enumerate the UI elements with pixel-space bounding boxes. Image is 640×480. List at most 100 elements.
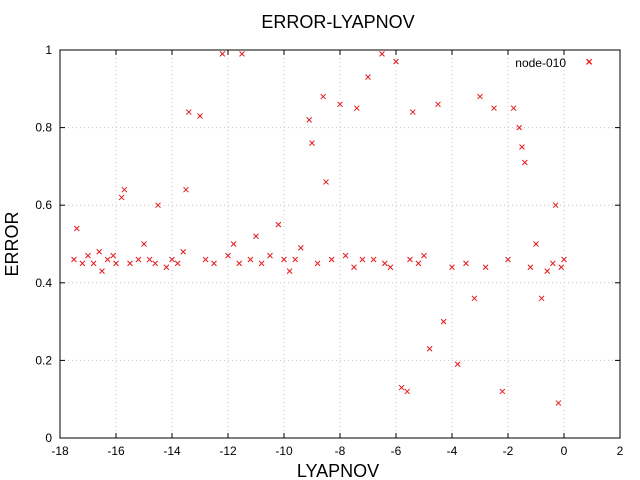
data-point xyxy=(351,264,357,271)
data-point xyxy=(482,264,489,271)
data-point xyxy=(90,260,97,267)
data-point xyxy=(435,101,441,108)
data-point xyxy=(85,252,91,259)
x-tick-label: -4 xyxy=(447,444,458,458)
x-axis: -18 -16 -14 -12 -10 -8 -6 -4 -2 0 2 xyxy=(51,50,624,458)
data-point xyxy=(247,256,254,263)
legend-marker-glyph xyxy=(586,59,592,65)
data-point xyxy=(73,225,80,232)
data-point xyxy=(365,74,371,81)
data-point xyxy=(253,233,259,240)
data-point xyxy=(275,221,282,228)
data-point xyxy=(163,264,170,271)
data-point xyxy=(353,105,360,112)
legend: node-010 xyxy=(515,56,592,70)
x-tick-label: 2 xyxy=(617,444,624,458)
x-tick-label: -18 xyxy=(51,444,69,458)
x-tick-label: -14 xyxy=(163,444,181,458)
data-point xyxy=(121,186,128,193)
data-point xyxy=(404,388,411,395)
y-tick-label: 0 xyxy=(45,431,52,445)
x-tick-label: -12 xyxy=(219,444,237,458)
data-point xyxy=(521,159,528,166)
data-point xyxy=(110,252,117,259)
data-point xyxy=(407,256,413,263)
data-point xyxy=(314,260,321,267)
y-tick-label: 0.6 xyxy=(35,198,52,212)
scatter-points xyxy=(71,51,593,406)
data-point xyxy=(258,260,265,267)
data-point xyxy=(211,260,217,267)
data-point xyxy=(552,202,559,209)
data-point xyxy=(169,256,175,263)
data-point xyxy=(118,194,125,201)
data-point xyxy=(558,264,565,271)
data-point xyxy=(359,256,366,263)
data-point xyxy=(306,116,313,123)
data-point xyxy=(155,202,161,209)
data-point xyxy=(519,144,525,150)
data-point xyxy=(135,256,142,263)
data-point xyxy=(71,256,77,263)
data-point xyxy=(409,109,416,115)
data-point xyxy=(267,252,273,259)
data-point xyxy=(230,241,237,247)
data-point xyxy=(286,268,293,275)
chart-title: ERROR-LYAPNOV xyxy=(261,12,414,32)
x-tick-label: 0 xyxy=(561,444,568,458)
data-point xyxy=(527,264,534,271)
data-point xyxy=(471,295,478,302)
data-point xyxy=(328,256,335,263)
data-point xyxy=(477,93,483,100)
data-point xyxy=(292,256,299,263)
data-point xyxy=(180,248,187,255)
y-axis: 0 0.2 0.4 0.6 0.8 1 xyxy=(35,43,620,445)
y-tick-label: 0.4 xyxy=(35,276,52,290)
data-point xyxy=(309,140,315,146)
x-axis-label: LYAPNOV xyxy=(297,461,379,480)
data-point xyxy=(387,264,394,271)
data-point xyxy=(342,252,349,259)
data-point xyxy=(239,51,245,57)
data-point xyxy=(449,264,455,271)
data-point xyxy=(225,252,231,259)
data-point xyxy=(323,179,329,185)
data-point xyxy=(127,260,133,267)
data-point xyxy=(393,58,399,65)
y-tick-label: 1 xyxy=(45,43,52,57)
data-point xyxy=(510,105,517,112)
data-point xyxy=(281,256,287,263)
data-point xyxy=(533,241,539,247)
data-point xyxy=(99,268,105,275)
data-point xyxy=(491,105,497,112)
data-point xyxy=(381,260,388,267)
data-point xyxy=(297,245,304,251)
data-point xyxy=(104,256,111,263)
data-point xyxy=(219,51,226,57)
data-point xyxy=(96,248,103,255)
data-point xyxy=(185,109,192,115)
data-point xyxy=(141,241,147,247)
data-point xyxy=(152,260,159,267)
x-tick-label: -2 xyxy=(503,444,514,458)
data-point xyxy=(415,260,422,267)
data-point xyxy=(421,252,427,259)
data-point xyxy=(183,186,189,193)
legend-marker xyxy=(586,59,592,65)
data-point xyxy=(426,345,433,352)
x-tick-label: -16 xyxy=(107,444,125,458)
data-point xyxy=(236,260,243,267)
data-point xyxy=(398,384,405,391)
y-axis-label: ERROR xyxy=(2,211,22,276)
data-point xyxy=(538,295,545,302)
data-point xyxy=(113,260,119,267)
data-point xyxy=(440,318,447,325)
data-point xyxy=(146,256,153,263)
x-tick-label: -8 xyxy=(335,444,346,458)
y-tick-label: 0.8 xyxy=(35,121,52,135)
data-point xyxy=(516,124,523,131)
data-point xyxy=(454,361,461,368)
data-point xyxy=(174,260,181,267)
data-point xyxy=(197,113,203,119)
